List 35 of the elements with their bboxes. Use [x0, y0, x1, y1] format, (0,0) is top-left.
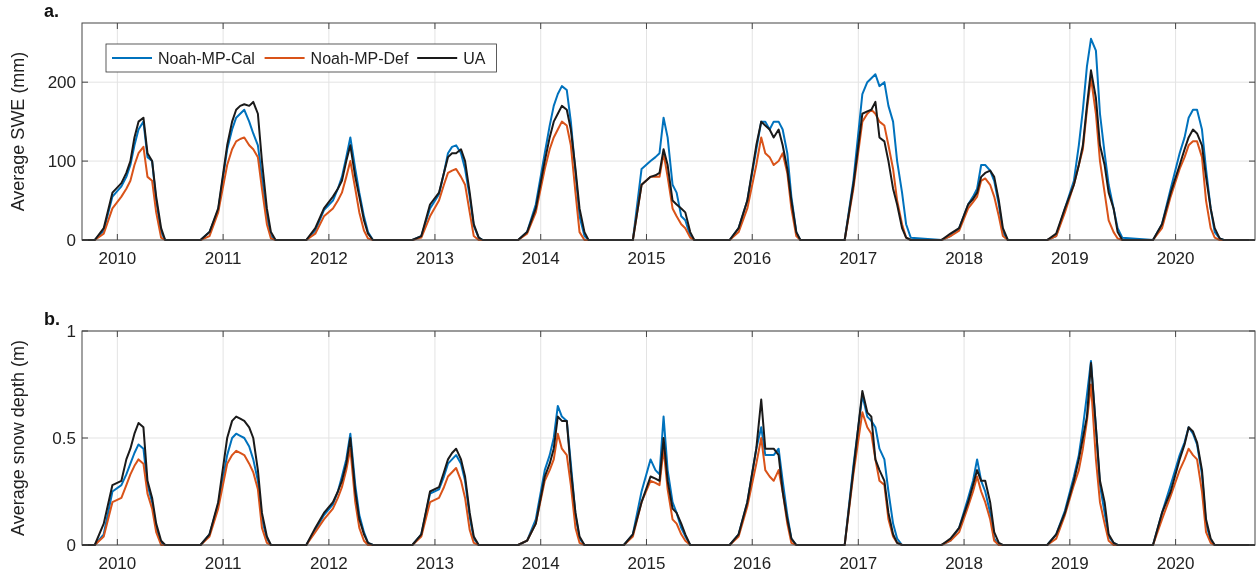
x-tick-label: 2017 — [839, 249, 878, 268]
x-tick-label: 2012 — [309, 554, 348, 573]
x-tick-label: 2016 — [733, 554, 772, 573]
y-tick-label: 100 — [47, 152, 76, 172]
x-tick-label: 2014 — [521, 554, 560, 573]
y-tick-label: 0 — [66, 231, 76, 250]
x-tick-label: 2012 — [309, 249, 348, 268]
x-tick-label: 2018 — [945, 554, 983, 573]
chart-title: a. — [44, 1, 60, 21]
x-tick-label: 2011 — [204, 554, 242, 573]
y-axis-title: Average snow depth (m) — [8, 340, 28, 536]
x-tick-label: 2017 — [839, 554, 878, 573]
y-tick-label: 1 — [66, 322, 76, 341]
x-tick-label: 2010 — [98, 554, 137, 573]
y-tick-label: 0.5 — [52, 429, 76, 448]
x-tick-label: 2013 — [416, 249, 454, 268]
legend-label: Noah-MP-Def — [310, 50, 409, 67]
x-tick-label: 2020 — [1156, 554, 1195, 573]
x-tick-label: 2016 — [733, 249, 772, 268]
y-tick-label: 0 — [66, 536, 76, 555]
x-tick-label: 2014 — [521, 249, 560, 268]
x-tick-label: 2020 — [1156, 249, 1195, 268]
y-axis-title: Average SWE (mm) — [8, 51, 28, 212]
x-tick-label: 2010 — [98, 249, 137, 268]
chart-title: b. — [44, 309, 60, 329]
x-tick-label: 2013 — [416, 554, 454, 573]
x-tick-label: 2015 — [627, 554, 666, 573]
x-tick-label: 2019 — [1050, 249, 1089, 268]
x-tick-label: 2019 — [1050, 554, 1089, 573]
x-tick-label: 2011 — [204, 249, 242, 268]
x-tick-label: 2015 — [627, 249, 666, 268]
legend-label: UA — [463, 50, 486, 67]
x-tick-label: 2018 — [945, 249, 983, 268]
y-tick-label: 200 — [47, 73, 76, 93]
legend-label: Noah-MP-Cal — [158, 50, 255, 67]
